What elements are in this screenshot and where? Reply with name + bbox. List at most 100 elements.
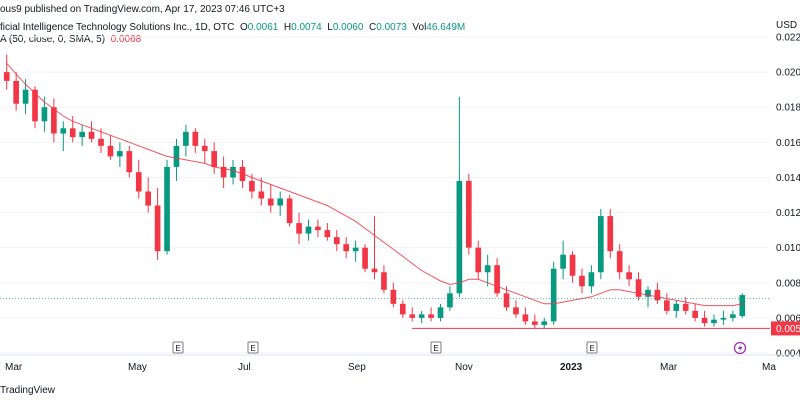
candle-body: [588, 272, 595, 287]
price-tick-label: 0.012: [776, 208, 800, 219]
candle-body: [324, 230, 331, 238]
open-label: O: [239, 22, 248, 33]
candle-body: [447, 293, 453, 308]
high-label: H: [283, 22, 292, 33]
moving-average-line: [6, 62, 743, 307]
low-value: 0.0060: [332, 22, 364, 33]
time-tick-label: 2023: [560, 362, 583, 373]
lightning-icon-glyph: [738, 344, 743, 353]
price-tick-label: 0.014: [776, 173, 800, 184]
candle-body: [664, 300, 670, 311]
candle-body: [418, 314, 425, 318]
candle-body: [465, 180, 472, 248]
candle-body: [267, 198, 274, 206]
low-label: L: [327, 22, 333, 33]
high-value: 0.0074: [291, 22, 322, 33]
candle-body: [98, 138, 104, 146]
candle-body: [560, 254, 566, 269]
candle-body: [522, 314, 529, 322]
price-tick-label: 0.004: [776, 349, 800, 360]
price-tick-label: 0.022: [776, 33, 800, 44]
candle-body: [343, 244, 350, 252]
time-tick-label: Ma: [762, 362, 776, 373]
candle-body: [598, 216, 604, 273]
candle-body: [88, 131, 95, 139]
candle-body: [437, 307, 444, 318]
volume-value: 46.649M: [426, 22, 466, 33]
close-label: C: [369, 22, 377, 33]
ma-name: A (50, close, 0, SMA, 5): [0, 34, 106, 45]
candle-body: [645, 289, 651, 297]
tradingview-brand: TradingView: [0, 385, 56, 396]
price-tick-label: 0.018: [776, 103, 800, 114]
volume-label: Vol: [412, 22, 427, 33]
candle-body: [456, 180, 463, 294]
price-tick-label: 0.020: [776, 68, 800, 79]
price-tick-label: 0.010: [776, 243, 800, 254]
ma-legend: A (50, close, 0, SMA, 5) 0.0068: [0, 34, 141, 45]
candle-body: [541, 321, 548, 325]
candle-body: [135, 172, 142, 192]
candle-body: [701, 317, 708, 324]
publish-info: ous9 published on TradingView.com, Apr 1…: [0, 4, 285, 15]
candle-body: [550, 268, 557, 322]
earnings-marker[interactable]: [247, 341, 259, 354]
candle-body: [13, 80, 19, 104]
candle-body: [173, 145, 180, 167]
time-tick-label: Mar: [5, 362, 23, 373]
symbol-legend: ficial Intelligence Technology Solutions…: [0, 22, 465, 33]
candle-body: [692, 310, 698, 318]
candle-body: [79, 131, 85, 138]
earnings-marker-label: E: [589, 344, 594, 353]
candle-body: [569, 254, 576, 276]
price-tick-label: 0.016: [776, 138, 800, 149]
candle-body: [145, 191, 151, 206]
earnings-marker[interactable]: [172, 341, 184, 354]
ma-value: 0.0068: [110, 34, 142, 45]
time-tick-label: Nov: [455, 362, 473, 373]
candle-body: [230, 166, 236, 178]
candle-body: [220, 166, 227, 178]
candle-body: [258, 191, 265, 199]
candle-body: [682, 303, 689, 311]
candle-body: [126, 151, 133, 173]
candle-body: [711, 319, 717, 324]
time-tick-label: Mar: [660, 362, 678, 373]
candle-body: [739, 295, 746, 317]
candle-body: [579, 275, 585, 287]
candle-body: [51, 107, 57, 134]
candle-body: [399, 303, 406, 315]
candle-body: [720, 317, 727, 320]
candle-body: [475, 247, 482, 273]
candle-body: [164, 166, 170, 252]
earnings-marker[interactable]: [586, 341, 598, 354]
candle-body: [531, 321, 538, 325]
candle-body: [60, 128, 67, 134]
candle-body: [69, 128, 76, 138]
candle-body: [513, 307, 519, 315]
price-tick-label: 0.006: [776, 313, 800, 324]
candle-body: [154, 205, 161, 252]
candle-body: [352, 247, 359, 252]
time-tick-label: May: [128, 362, 147, 373]
price-tick-label: 0.008: [776, 278, 800, 289]
candle-body: [362, 247, 368, 269]
candle-body: [277, 198, 284, 206]
candle-body: [390, 289, 397, 304]
candle-body: [371, 268, 378, 273]
candle-body: [286, 198, 293, 224]
candle-body: [494, 265, 500, 294]
candle-body: [484, 265, 491, 273]
candle-body: [117, 151, 123, 157]
earnings-marker[interactable]: [430, 341, 442, 354]
open-value: 0.0061: [247, 22, 279, 33]
candle-body: [305, 226, 312, 234]
candle-body: [730, 314, 736, 318]
close-value: 0.0073: [376, 22, 407, 33]
candle-body: [296, 223, 302, 234]
candle-body: [22, 89, 29, 104]
current-price-label: 0.005: [776, 324, 800, 335]
time-tick-label: Jul: [238, 362, 251, 373]
candle-body: [607, 216, 614, 252]
